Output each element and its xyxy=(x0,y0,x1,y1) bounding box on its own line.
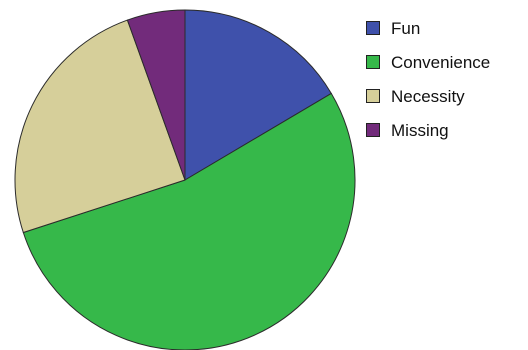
legend-label-necessity: Necessity xyxy=(391,86,465,106)
legend-swatch-convenience xyxy=(366,55,380,69)
legend-swatch-missing xyxy=(366,123,380,137)
pie-slice-fun xyxy=(184,9,332,181)
legend-item-convenience: Convenience xyxy=(366,45,490,79)
legend-item-missing: Missing xyxy=(366,113,490,147)
legend-label-convenience: Convenience xyxy=(391,52,491,72)
legend-item-necessity: Necessity xyxy=(366,79,490,113)
legend-item-fun: Fun xyxy=(366,11,490,45)
pie-slice-missing xyxy=(126,9,186,181)
legend-label-missing: Missing xyxy=(391,120,449,140)
pie-slice-convenience xyxy=(22,92,356,350)
legend-swatch-fun xyxy=(366,21,380,35)
legend-label-fun: Fun xyxy=(391,18,421,38)
legend-swatch-necessity xyxy=(366,89,380,103)
pie-slice-necessity xyxy=(14,19,186,234)
chart-legend: Fun Convenience Necessity Missing xyxy=(366,11,490,147)
